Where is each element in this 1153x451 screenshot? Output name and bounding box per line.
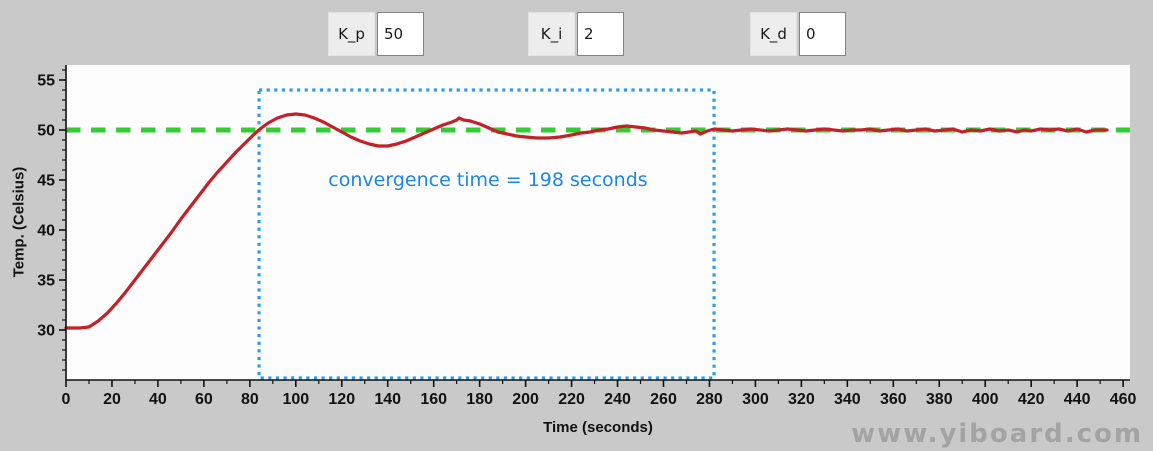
- y-tick-label: 55: [37, 73, 55, 90]
- x-tick-label: 260: [650, 391, 677, 408]
- x-tick-label: 240: [604, 391, 631, 408]
- x-tick-label: 440: [1064, 391, 1091, 408]
- ki-label: K_i: [528, 12, 575, 56]
- x-tick-label: 80: [241, 391, 259, 408]
- y-axis-title: Temp. (Celsius): [10, 166, 28, 278]
- y-tick-label: 50: [37, 123, 55, 140]
- x-tick-label: 140: [374, 391, 401, 408]
- x-tick-label: 20: [103, 391, 121, 408]
- x-tick-label: 220: [558, 391, 585, 408]
- temperature-curve: [64, 112, 1109, 330]
- kd-control-group: K_d: [750, 12, 846, 56]
- watermark: www.yiboard.com: [851, 419, 1143, 449]
- kp-input[interactable]: [377, 12, 424, 56]
- x-tick-label: 160: [420, 391, 447, 408]
- x-tick-label: 60: [195, 391, 213, 408]
- x-tick-label: 460: [1110, 391, 1137, 408]
- x-tick-label: 340: [834, 391, 861, 408]
- x-tick-label: 180: [466, 391, 493, 408]
- x-tick-label: 280: [696, 391, 723, 408]
- x-tick-label: 400: [972, 391, 999, 408]
- kd-label: K_d: [750, 12, 797, 56]
- x-tick-label: 0: [62, 391, 71, 408]
- x-tick-label: 200: [512, 391, 539, 408]
- x-tick-label: 40: [149, 391, 167, 408]
- kp-control-group: K_p: [328, 12, 424, 56]
- kp-label: K_p: [328, 12, 375, 56]
- y-tick-label: 35: [37, 273, 55, 290]
- ki-input[interactable]: [577, 12, 624, 56]
- y-tick-label: 45: [37, 173, 55, 190]
- x-tick-label: 420: [1018, 391, 1045, 408]
- x-tick-label: 320: [788, 391, 815, 408]
- x-axis-title: Time (seconds): [543, 419, 653, 436]
- y-tick-label: 40: [37, 223, 55, 240]
- ki-control-group: K_i: [528, 12, 624, 56]
- x-tick-label: 300: [742, 391, 769, 408]
- kd-input[interactable]: [799, 12, 846, 56]
- x-tick-label: 360: [880, 391, 907, 408]
- x-tick-label: 100: [282, 391, 309, 408]
- x-tick-label: 120: [328, 391, 355, 408]
- plot-area: [66, 65, 1130, 380]
- x-tick-label: 380: [926, 391, 953, 408]
- y-tick-label: 30: [37, 323, 55, 340]
- convergence-annotation: convergence time = 198 seconds: [328, 169, 648, 191]
